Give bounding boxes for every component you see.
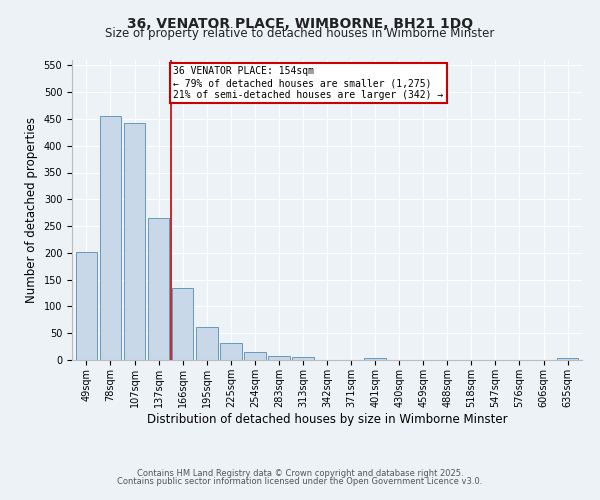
Bar	[196, 327, 218, 360]
Text: Contains public sector information licensed under the Open Government Licence v3: Contains public sector information licen…	[118, 477, 482, 486]
Bar	[220, 343, 242, 360]
Bar	[76, 252, 97, 360]
Text: 36 VENATOR PLACE: 154sqm
← 79% of detached houses are smaller (1,275)
21% of sem: 36 VENATOR PLACE: 154sqm ← 79% of detach…	[173, 66, 443, 100]
Bar	[557, 358, 578, 360]
Bar	[268, 356, 290, 360]
Bar	[124, 122, 145, 360]
Bar	[100, 116, 121, 360]
Text: Contains HM Land Registry data © Crown copyright and database right 2025.: Contains HM Land Registry data © Crown c…	[137, 468, 463, 477]
Bar	[364, 358, 386, 360]
Text: Size of property relative to detached houses in Wimborne Minster: Size of property relative to detached ho…	[106, 28, 494, 40]
Y-axis label: Number of detached properties: Number of detached properties	[25, 117, 38, 303]
Bar	[172, 288, 193, 360]
Bar	[292, 358, 314, 360]
Bar	[244, 352, 266, 360]
X-axis label: Distribution of detached houses by size in Wimborne Minster: Distribution of detached houses by size …	[146, 412, 508, 426]
Text: 36, VENATOR PLACE, WIMBORNE, BH21 1DQ: 36, VENATOR PLACE, WIMBORNE, BH21 1DQ	[127, 18, 473, 32]
Bar	[148, 218, 169, 360]
